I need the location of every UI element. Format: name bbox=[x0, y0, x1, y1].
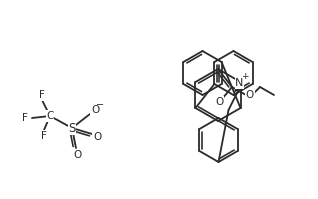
Text: N: N bbox=[235, 78, 244, 88]
Text: F: F bbox=[41, 131, 47, 141]
Text: O: O bbox=[91, 105, 99, 115]
Text: O: O bbox=[93, 132, 101, 142]
Text: F: F bbox=[22, 113, 28, 123]
Text: O: O bbox=[246, 90, 254, 100]
Text: +: + bbox=[241, 72, 249, 82]
Text: O: O bbox=[215, 97, 223, 107]
Text: F: F bbox=[39, 90, 45, 100]
Text: C: C bbox=[46, 111, 54, 121]
Text: −: − bbox=[96, 100, 104, 110]
Text: O: O bbox=[73, 150, 81, 160]
Text: S: S bbox=[68, 122, 76, 135]
